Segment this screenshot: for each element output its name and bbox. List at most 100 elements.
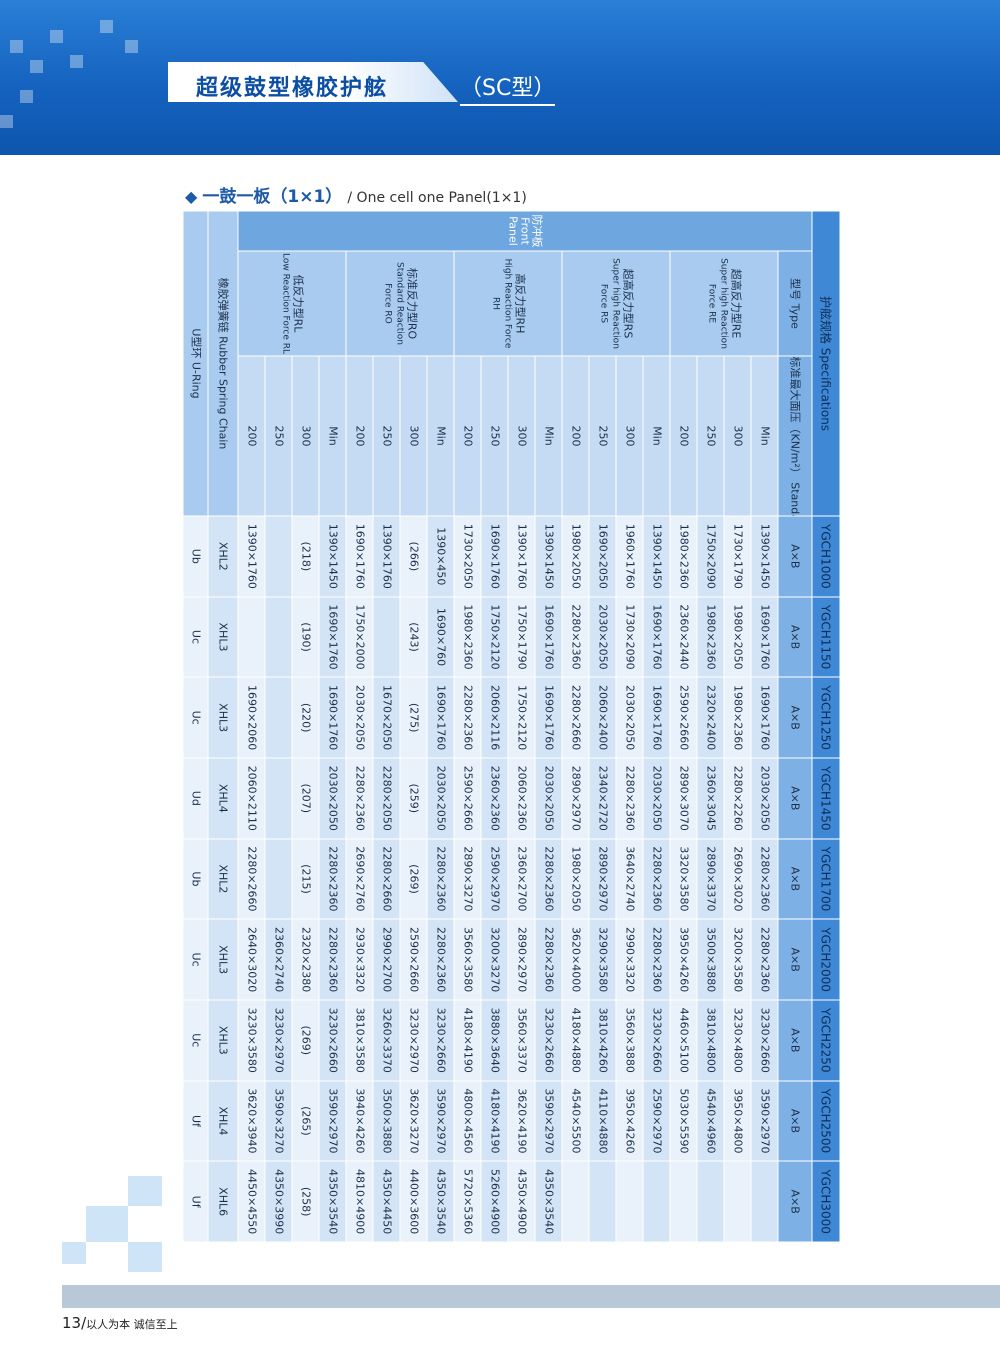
- decor: [62, 1242, 86, 1264]
- cell: 1690×1760: [426, 676, 454, 758]
- cell: 1690×1760: [750, 596, 778, 677]
- cell: 4540×5500: [561, 1080, 589, 1161]
- cell: (258): [291, 1160, 319, 1242]
- cell: 1980×2050: [723, 596, 751, 677]
- decor: [128, 1242, 162, 1272]
- dimension-label: A×B: [777, 838, 812, 919]
- cell: 2060×2110: [237, 757, 265, 839]
- pressure: Min: [318, 355, 346, 516]
- cell: 2360×2360: [480, 757, 508, 839]
- cell: 3290×3580: [588, 918, 616, 1000]
- cell: Ud: [182, 757, 208, 839]
- cell: 3260×3370: [372, 999, 400, 1081]
- cell: 2280×2360: [642, 918, 670, 1000]
- cell: 1690×1760: [534, 596, 562, 677]
- cell: XHL3: [207, 596, 238, 677]
- cell: 1690×1760: [480, 515, 508, 597]
- group-label-cn: 标准反力型RO: [405, 267, 419, 339]
- table-row: 250 1750×2090 1980×2360 2320×2400 2360×3045 2…: [696, 211, 724, 1242]
- pressure: 250: [372, 355, 400, 516]
- cell: 1750×2090: [696, 515, 724, 597]
- pressure: 300: [507, 355, 535, 516]
- cell: 3560×3880: [615, 999, 643, 1081]
- cell: Uc: [182, 999, 208, 1081]
- pressure: 200: [561, 355, 589, 516]
- cell: 3620×3270: [399, 1080, 427, 1161]
- dimension-label: A×B: [777, 918, 812, 1000]
- cell: XHL3: [207, 999, 238, 1081]
- cell: 2690×2760: [345, 838, 373, 919]
- cell: 3590×2970: [750, 1080, 778, 1161]
- cell: 2590×2660: [453, 757, 481, 839]
- cell: 1690×1760: [318, 596, 346, 677]
- cell: 4110×4880: [588, 1080, 616, 1161]
- cell: [642, 1160, 670, 1242]
- cell: Uc: [182, 676, 208, 758]
- cell: 2360×2740: [264, 918, 292, 1000]
- pressure: 250: [696, 355, 724, 516]
- cell: 3230×2660: [318, 999, 346, 1081]
- cell: 3500×3880: [372, 1080, 400, 1161]
- cell: 1980×2360: [669, 515, 697, 597]
- decor: [100, 20, 113, 33]
- cell: 3620×4000: [561, 918, 589, 1000]
- cell: [588, 1160, 616, 1242]
- cell: 1390×450: [426, 515, 454, 597]
- cell: 1390×1760: [372, 515, 400, 597]
- cell: 2280×2360: [534, 838, 562, 919]
- cell: 2030×2050: [426, 757, 454, 839]
- cell: 3230×2660: [534, 999, 562, 1081]
- section-title-en: / One cell one Panel(1×1): [347, 190, 527, 206]
- cell: 1690×1760: [318, 676, 346, 758]
- cell: 4400×3600: [399, 1160, 427, 1242]
- cell: 2030×2050: [642, 757, 670, 839]
- table-row: 200 1980×2050 2280×2360 2280×2660 2890×2970 1…: [561, 211, 589, 1242]
- cell: 3810×4260: [588, 999, 616, 1081]
- cell: 2280×2260: [723, 757, 751, 839]
- cell: 1690×1760: [534, 676, 562, 758]
- cell: 4350×4900: [507, 1160, 535, 1242]
- cell: 1750×2120: [507, 676, 535, 758]
- cell: 5260×4900: [480, 1160, 508, 1242]
- table-row: 250 2360×2740 3230×2970 3590×3270 4350×3990: [264, 211, 292, 1242]
- model: YGCH2500: [811, 1080, 840, 1161]
- group-label-cn: 低反力型RL: [291, 274, 305, 332]
- cell: XHL2: [207, 515, 238, 597]
- cell: [237, 596, 265, 677]
- cell: [561, 1160, 589, 1242]
- model: YGCH1250: [811, 676, 840, 758]
- group-label: 标准反力型RO Standard Reaction Force RO: [345, 250, 454, 356]
- cell: 1750×1790: [507, 596, 535, 677]
- cell: [669, 1160, 697, 1242]
- cell: 4350×3540: [318, 1160, 346, 1242]
- cell: 1390×1450: [318, 515, 346, 597]
- cell: XHL4: [207, 757, 238, 839]
- cell: 2030×2050: [318, 757, 346, 839]
- pressure: 300: [723, 355, 751, 516]
- cell: Uc: [182, 596, 208, 677]
- table-row: 300 1390×1760 1750×1790 1750×2120 2060×2360 2…: [507, 211, 535, 1242]
- cell: 4350×3540: [426, 1160, 454, 1242]
- pressure: 200: [669, 355, 697, 516]
- cell: 2280×2360: [453, 676, 481, 758]
- cell: 3590×2970: [426, 1080, 454, 1161]
- pressure: 300: [291, 355, 319, 516]
- cell: 1730×2050: [453, 515, 481, 597]
- section-title-cn: 一鼓一板（1×1）: [202, 187, 343, 207]
- group-label-en: Super high Reaction Force RS: [598, 257, 621, 349]
- cell: 5030×5590: [669, 1080, 697, 1161]
- table-row: 护舷规格 Specifications YGCH1000 YGCH1150 YGCH1…: [811, 210, 840, 1242]
- cell: 2280×2360: [615, 757, 643, 839]
- group-label: 高反力型RH High Reaction Force RH: [453, 250, 562, 356]
- cell: 2890×3070: [669, 757, 697, 839]
- cell: [264, 515, 292, 597]
- cell: 2280×2360: [534, 918, 562, 1000]
- table-row: 200 1980×2360 2360×2440 2590×2660 2890×3070 3…: [669, 211, 697, 1242]
- cell: 2030×2050: [615, 676, 643, 758]
- cell: 3200×3270: [480, 918, 508, 1000]
- cell: XHL2: [207, 838, 238, 919]
- model: YGCH2250: [811, 999, 840, 1081]
- cell: 2640×3020: [237, 918, 265, 1000]
- cell: [696, 1160, 724, 1242]
- pressure: Min: [750, 355, 778, 516]
